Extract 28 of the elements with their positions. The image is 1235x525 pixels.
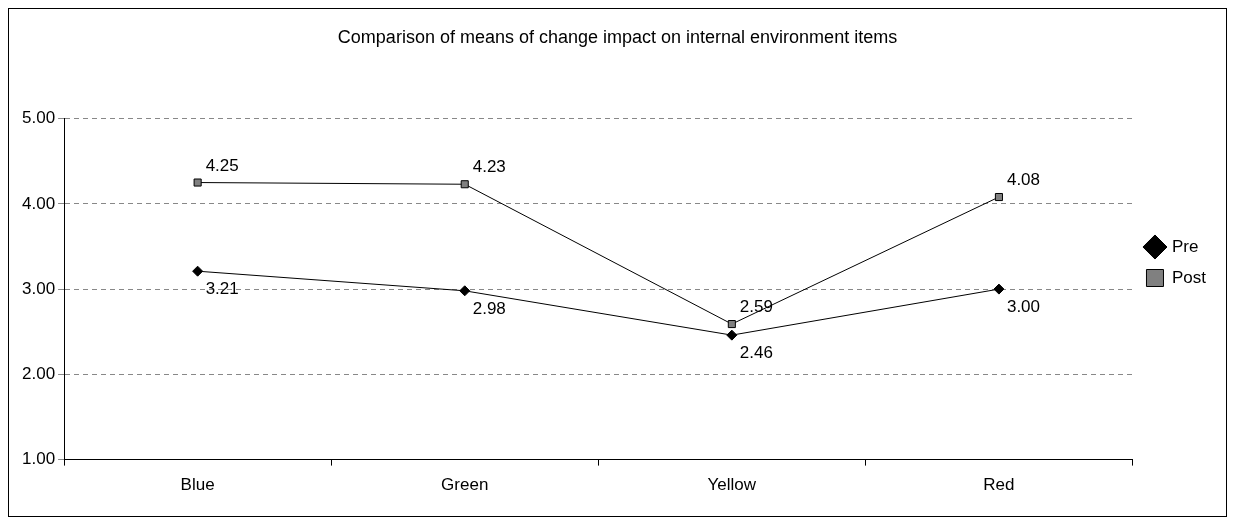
x-tick-label: Red xyxy=(983,475,1015,495)
data-label: 4.08 xyxy=(1006,170,1041,190)
legend-label: Post xyxy=(1171,267,1207,287)
data-label: 2.46 xyxy=(739,343,773,363)
data-label: 2.59 xyxy=(739,297,773,317)
y-tick-label: 3.00 xyxy=(21,278,56,298)
y-tick-label: 2.00 xyxy=(21,364,56,384)
point xyxy=(459,285,471,297)
y-tick-label: 1.00 xyxy=(21,449,56,469)
point xyxy=(727,320,736,329)
data-label: 3.00 xyxy=(1006,297,1041,317)
data-label: 4.25 xyxy=(205,155,239,175)
data-label: 2.98 xyxy=(472,298,506,318)
point xyxy=(460,180,469,189)
x-tick-label: Yellow xyxy=(707,475,757,495)
point xyxy=(193,178,202,187)
point xyxy=(192,265,204,277)
point xyxy=(994,192,1003,202)
y-tick-label: 4.00 xyxy=(21,193,56,213)
chart-title: Comparison of means of change impact on internal environment items xyxy=(337,26,898,47)
point xyxy=(726,329,738,341)
data-label: 4.23 xyxy=(472,157,506,177)
data-label: 3.21 xyxy=(205,279,239,299)
x-tick-label: Green xyxy=(441,475,489,495)
x-tick-label: Blue xyxy=(180,475,215,495)
point xyxy=(993,283,1005,295)
y-tick-label: 5.00 xyxy=(21,108,56,128)
legend-label: Pre xyxy=(1171,236,1199,256)
